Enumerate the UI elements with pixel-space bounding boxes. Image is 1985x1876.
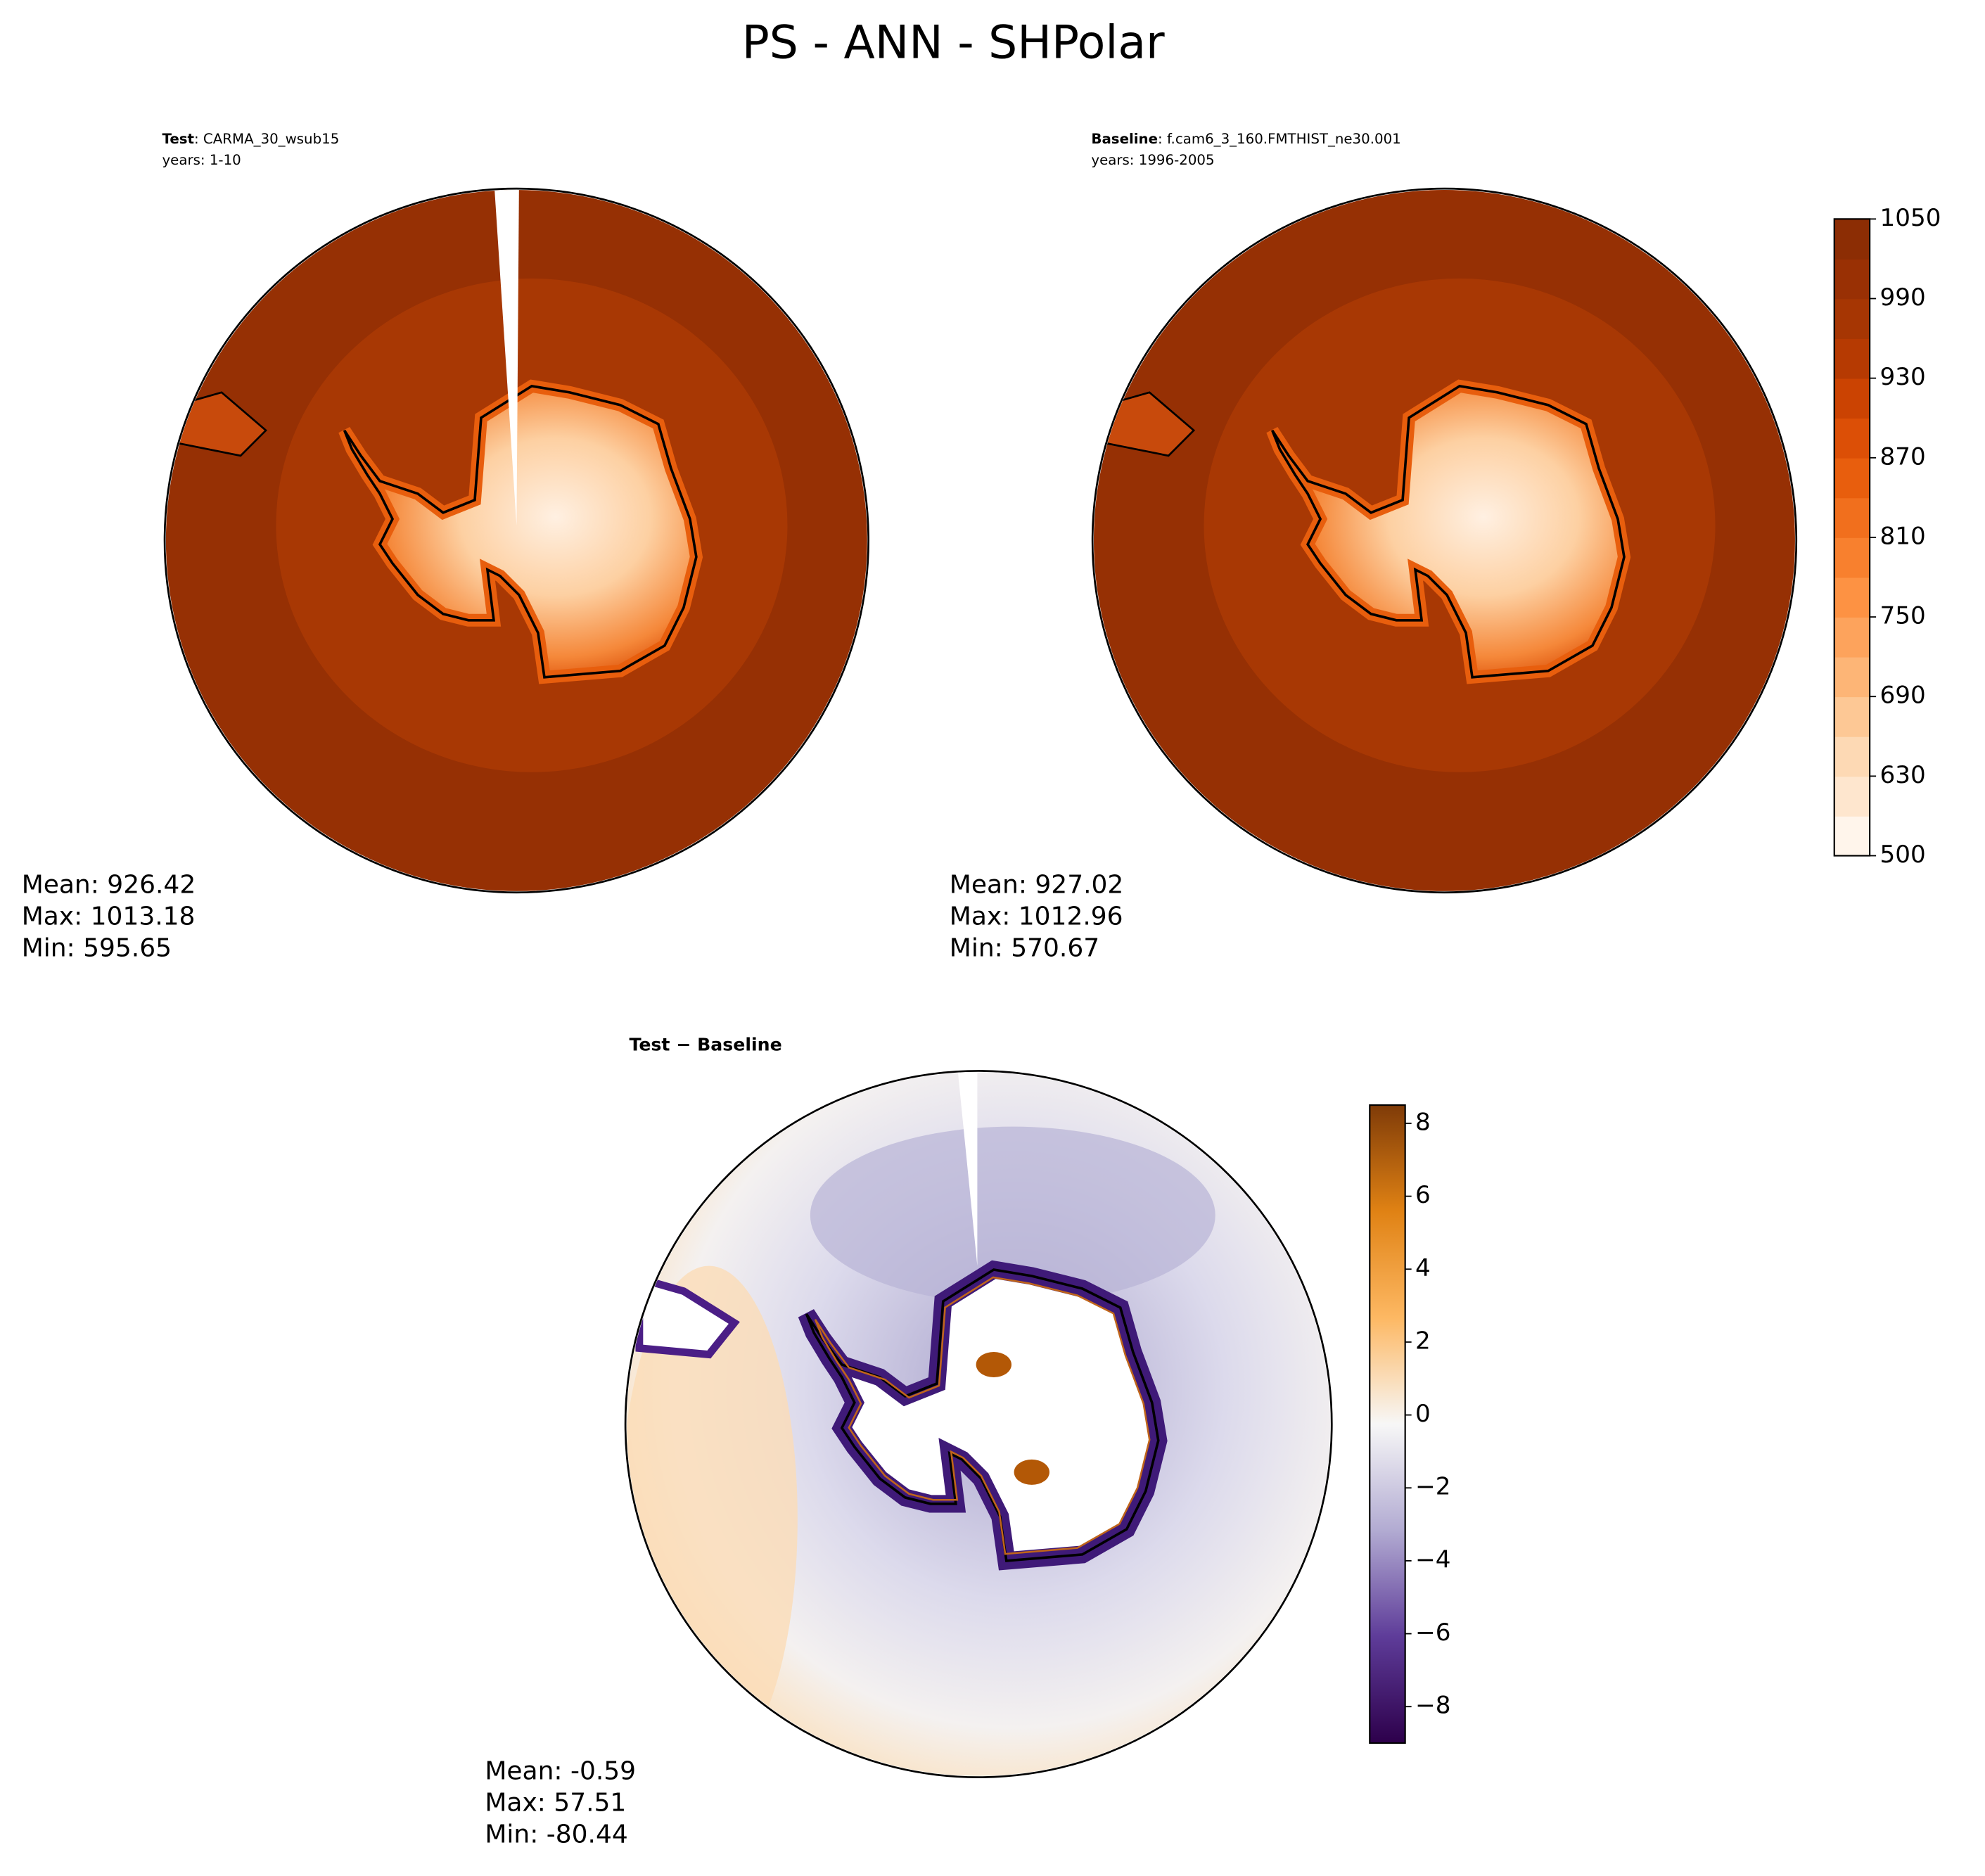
colorbar-band: [1834, 617, 1870, 658]
case-name: : f.cam6_3_160.FMTHIST_ne30.001: [1158, 130, 1401, 146]
colorbar-tick-label: 990: [1880, 283, 1926, 312]
years: years: 1-10: [162, 152, 241, 168]
colorbar-band: [1834, 696, 1870, 737]
colorbar-tick-label: 930: [1880, 363, 1926, 391]
colorbar-band: [1834, 258, 1870, 300]
colorbar-band: [1834, 656, 1870, 698]
colorbar-tick-label: 690: [1880, 682, 1926, 710]
stat-text: Min: 595.65: [22, 934, 172, 963]
colorbar-tick-label: −8: [1415, 1692, 1450, 1720]
colorbar-tick-label: 2: [1415, 1327, 1431, 1355]
colorbar-band: [1834, 457, 1870, 499]
map: [165, 189, 867, 891]
map: [626, 1072, 1331, 1776]
colorbar-tick-label: 6: [1415, 1181, 1431, 1209]
colorbar-tick-label: 750: [1880, 602, 1926, 630]
colorbar-band: [1834, 497, 1870, 538]
stat-text: Max: 1013.18: [22, 902, 196, 931]
field: [1014, 1459, 1049, 1485]
field: [810, 1126, 1215, 1304]
colorbar-band: [1834, 418, 1870, 459]
stat-text: Mean: -0.59: [485, 1756, 636, 1785]
stat-text: Min: -80.44: [485, 1820, 627, 1849]
panel-label: Baseline: [1091, 130, 1158, 146]
colorbar-band: [1834, 815, 1870, 857]
panel-subtitle: Baseline: f.cam6_3_160.FMTHIST_ne30.001: [1091, 130, 1400, 146]
stat-text: Min: 570.67: [950, 934, 1099, 963]
continent: [806, 1270, 1158, 1561]
stat-text: Mean: 927.02: [950, 871, 1124, 900]
coast: [635, 1273, 740, 1359]
colorbar-band: [1834, 577, 1870, 618]
map-border: [163, 187, 869, 894]
colorbar-band: [1834, 736, 1870, 777]
stat-text: Max: 57.51: [485, 1788, 626, 1817]
colorbar-tick-label: 870: [1880, 442, 1926, 471]
colorbar-fill: [1369, 1104, 1406, 1744]
colorbar-tick-label: 630: [1880, 761, 1926, 789]
colorbar-tick-label: 1050: [1880, 204, 1941, 232]
colorbar-tick-label: 810: [1880, 522, 1926, 550]
colorbar-tick-label: 4: [1415, 1254, 1431, 1282]
map-border: [624, 1070, 1333, 1778]
colorbar-tick-label: 8: [1415, 1108, 1431, 1136]
figure-title: PS - ANN - SHPolar: [742, 16, 1165, 69]
colorbar-tick-label: −2: [1415, 1473, 1450, 1501]
colorbar-tick-label: 500: [1880, 841, 1926, 869]
colorbar-band: [1834, 338, 1870, 379]
map: [1093, 189, 1795, 891]
colorbar-band: [1834, 219, 1870, 260]
years: years: 1996-2005: [1091, 152, 1214, 168]
colorbar-tick-label: −4: [1415, 1545, 1450, 1574]
colorbar-tick-label: −6: [1415, 1619, 1450, 1647]
colorbar-band: [1834, 776, 1870, 817]
panel-label: Test: [162, 130, 194, 146]
colorbar-band: [1834, 298, 1870, 339]
panel-title: Test − Baseline: [630, 1034, 782, 1054]
field: [976, 1351, 1011, 1377]
stat-text: Mean: 926.42: [22, 871, 196, 900]
missing-wedge: [493, 189, 519, 525]
map-border: [1091, 187, 1798, 894]
case-name: : CARMA_30_wsub15: [194, 130, 339, 146]
colorbar-tick-label: 0: [1415, 1400, 1431, 1428]
colorbar-band: [1834, 378, 1870, 419]
panel-subtitle: Test: CARMA_30_wsub15: [162, 130, 339, 146]
colorbar-band: [1834, 537, 1870, 578]
stat-text: Max: 1012.96: [950, 902, 1123, 931]
